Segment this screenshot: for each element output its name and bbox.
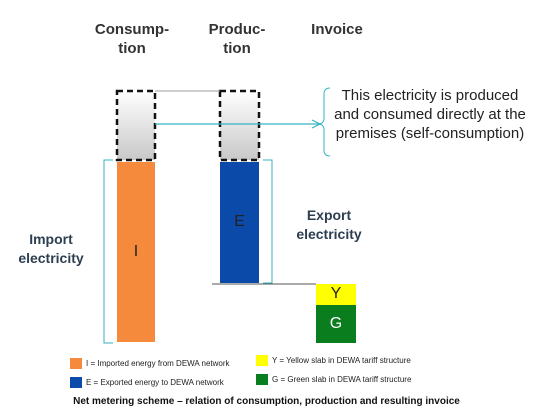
legend-text-green: G = Green slab in DEWA tariff structure — [272, 375, 412, 384]
header-consumption: Consump- tion — [94, 21, 170, 57]
self-consumption-callout: This electricity is produced and consume… — [334, 87, 526, 142]
legend-text-export: E = Exported energy to DEWA network — [86, 378, 224, 387]
export-letter: E — [234, 213, 245, 230]
green-letter: G — [329, 315, 343, 332]
legend-swatch-import — [70, 358, 82, 369]
invoice-yellow-slab — [316, 284, 356, 305]
invoice-green-slab — [316, 305, 356, 343]
legend-swatch-yellow — [256, 355, 268, 366]
import-bracket — [103, 159, 113, 344]
export-bar — [220, 162, 259, 283]
yellow-letter: Y — [330, 285, 342, 302]
header-production: Produc- tion — [208, 21, 266, 57]
diagram-caption: Net metering scheme – relation of consum… — [73, 396, 460, 407]
self-consumption-box-production — [218, 89, 261, 162]
self-consumption-box-consumption — [115, 89, 157, 162]
import-label: Import electricity — [18, 231, 84, 266]
import-bar — [117, 162, 155, 342]
export-label: Export electricity — [296, 207, 362, 242]
callout-brace — [317, 87, 331, 157]
legend-text-import: I = Imported energy from DEWA network — [86, 359, 230, 368]
import-letter: I — [133, 243, 139, 260]
legend-text-yellow: Y = Yellow slab in DEWA tariff structure — [272, 356, 411, 365]
legend-swatch-export — [70, 377, 82, 388]
legend-swatch-green — [256, 374, 268, 385]
header-invoice: Invoice — [311, 21, 363, 38]
export-bracket — [263, 159, 273, 284]
